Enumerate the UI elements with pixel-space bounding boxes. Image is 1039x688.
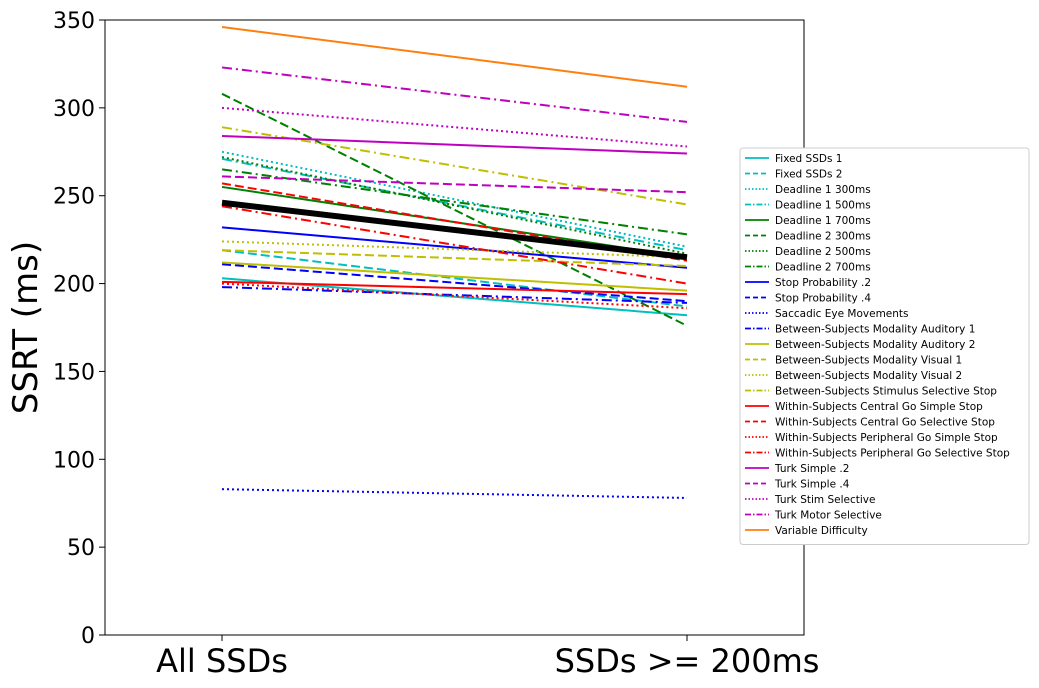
legend-label: Within-Subjects Peripheral Go Selective …: [775, 448, 1010, 460]
legend-label: Deadline 1 300ms: [775, 184, 871, 196]
legend-label: Stop Probability .2: [775, 277, 871, 289]
legend-label: Between-Subjects Stimulus Selective Stop: [775, 386, 997, 398]
legend-label: Deadline 2 300ms: [775, 231, 871, 243]
legend-label: Between-Subjects Modality Auditory 1: [775, 324, 975, 336]
legend-label: Turk Motor Selective: [774, 510, 882, 522]
legend: Fixed SSDs 1 Fixed SSDs 2 Deadline 1 300ms…: [739, 147, 1030, 545]
legend-label: Variable Difficulty: [775, 525, 868, 537]
series-line-23: [221, 106, 688, 148]
legend-label: Saccadic Eye Movements: [775, 308, 909, 320]
y-axis: 0 50 100 150 200 250 300 350: [53, 9, 105, 649]
series-lines: [221, 26, 688, 499]
y-tick-label: 100: [53, 448, 95, 473]
legend-label: Turk Simple .4: [774, 479, 850, 491]
legend-box: [739, 147, 1030, 545]
y-tick-label: 0: [81, 624, 95, 649]
x-tick-label: All SSDs: [156, 642, 288, 680]
plot-frame: [104, 19, 805, 636]
series-line-8: [221, 168, 688, 236]
series-line-4: [221, 157, 688, 252]
series-line-21: [221, 134, 688, 155]
legend-label: Between-Subjects Modality Visual 2: [775, 370, 962, 382]
series-line-12: [221, 286, 688, 304]
series-line-9: [221, 226, 688, 269]
legend-label: Deadline 2 700ms: [775, 262, 871, 274]
y-tick-label: 300: [53, 97, 95, 122]
legend-label: Fixed SSDs 1: [775, 153, 842, 165]
legend-label: Turk Simple .2: [774, 463, 849, 475]
series-line-11: [221, 488, 688, 499]
series-line-2: [221, 249, 688, 308]
series-line-17: [221, 280, 688, 296]
series-line-20: [221, 205, 688, 285]
legend-label: Deadline 2 500ms: [775, 246, 871, 258]
y-tick-label: 350: [53, 9, 95, 34]
y-tick-label: 250: [53, 185, 95, 210]
legend-label: Within-Subjects Central Go Selective Sto…: [775, 417, 995, 429]
legend-label: Stop Probability .4: [775, 293, 871, 305]
legend-label: Deadline 1 700ms: [775, 215, 871, 227]
mean-line: [221, 199, 688, 261]
legend-label: Within-Subjects Central Go Simple Stop: [775, 401, 983, 413]
series-line-13: [221, 261, 688, 292]
series-line-24: [221, 66, 688, 123]
series-line-6: [221, 92, 688, 327]
legend-label: Turk Stim Selective: [774, 494, 875, 506]
series-line-3: [221, 150, 688, 248]
legend-label: Between-Subjects Modality Visual 1: [775, 355, 962, 367]
series-line-7: [221, 156, 688, 255]
legend-label: Deadline 1 500ms: [775, 200, 871, 212]
series-line-16: [221, 126, 688, 206]
y-tick-label: 200: [53, 273, 95, 298]
x-tick-label: SSDs >= 200ms: [555, 642, 820, 680]
y-axis-label: SSRT (ms): [6, 241, 46, 414]
legend-label: Within-Subjects Peripheral Go Simple Sto…: [775, 432, 998, 444]
legend-label: Fixed SSDs 2: [775, 169, 842, 181]
x-axis: All SSDs SSDs >= 200ms: [156, 635, 819, 680]
y-tick-label: 150: [53, 360, 95, 385]
series-line-25: [221, 26, 688, 88]
legend-label: Between-Subjects Modality Auditory 2: [775, 339, 975, 351]
series-line-22: [221, 175, 688, 194]
y-tick-label: 50: [67, 536, 95, 561]
